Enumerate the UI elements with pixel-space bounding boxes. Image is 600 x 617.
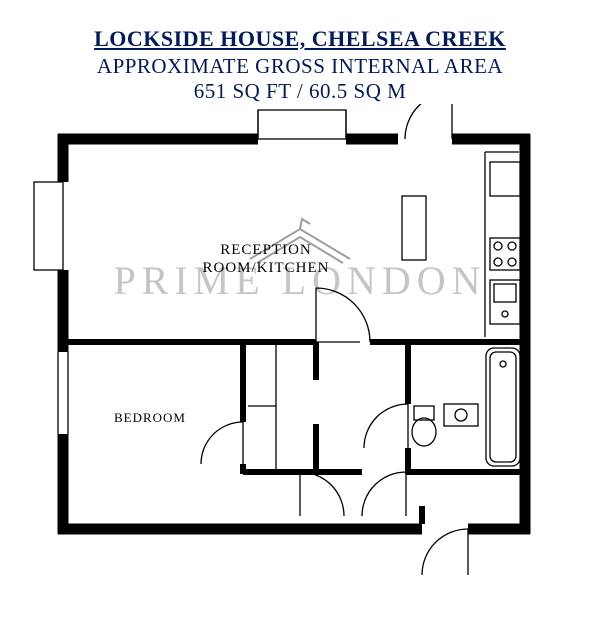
- closet-shelving: [248, 342, 276, 472]
- floorplan-svg: PRIME LONDON: [0, 104, 600, 594]
- top-window-box: [258, 110, 346, 139]
- internal-walls: [63, 342, 525, 524]
- reception-label-2: ROOM/KITCHEN: [203, 260, 330, 276]
- area-label: APPROXIMATE GROSS INTERNAL AREA: [0, 54, 600, 79]
- floorplan: PRIME LONDON: [0, 104, 600, 594]
- bedroom-label: BEDROOM: [114, 410, 186, 425]
- property-title: LOCKSIDE HOUSE, CHELSEA CREEK: [0, 26, 600, 52]
- bathroom-fixtures: [412, 348, 520, 466]
- area-value: 651 SQ FT / 60.5 SQ M: [0, 79, 600, 104]
- kitchen: [402, 152, 520, 337]
- balcony-door: [405, 104, 452, 139]
- left-window-box: [34, 182, 63, 270]
- reception-label-1: RECEPTION: [220, 242, 312, 258]
- header: LOCKSIDE HOUSE, CHELSEA CREEK APPROXIMAT…: [0, 0, 600, 104]
- bedroom-window: [58, 352, 68, 434]
